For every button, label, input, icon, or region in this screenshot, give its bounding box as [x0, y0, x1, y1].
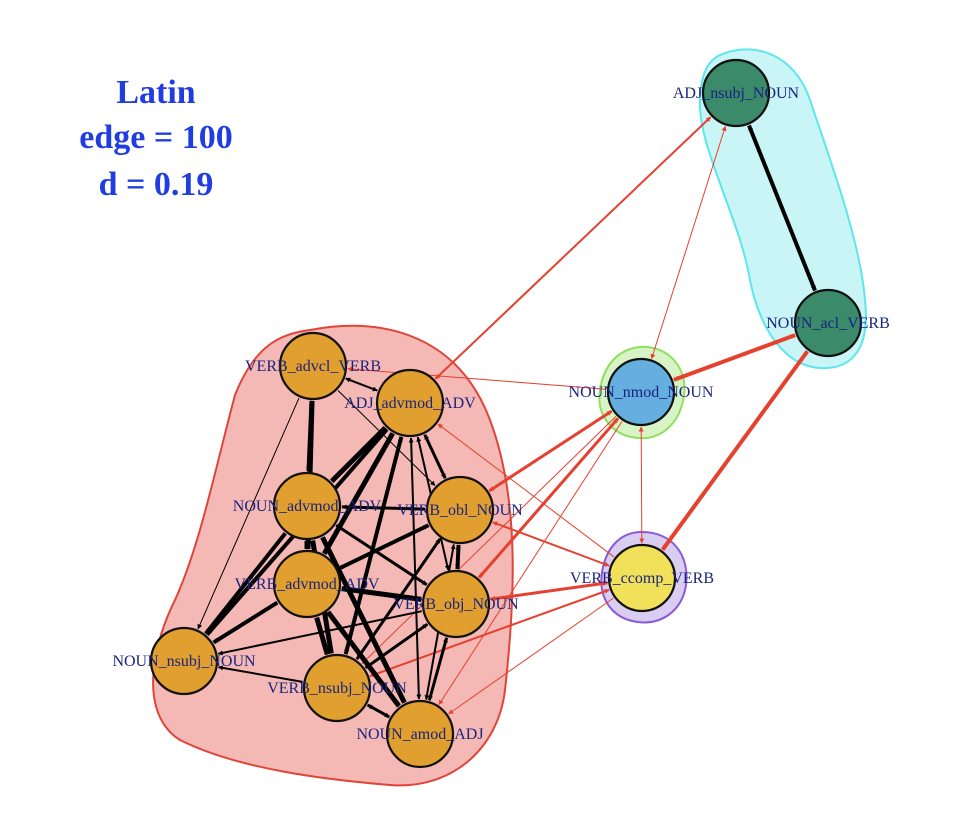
edge-verb_ccomp_verb-noun_amod_adj	[448, 597, 614, 715]
node-label-adj_nsubj_noun: ADJ_nsubj_NOUN	[673, 85, 800, 102]
node-verb_advmod_adv	[272, 549, 342, 619]
edge-adj_nsubj_noun-noun_nmod_noun	[650, 125, 727, 360]
title-line-1: Latin	[116, 74, 195, 111]
node-verb_obl_noun	[425, 475, 495, 545]
edge-noun_nmod_noun-verb_obl_noun	[488, 409, 613, 493]
edge-verb_ccomp_verb-adj_advmod_adv	[437, 423, 615, 558]
edge-verb_advmod_adv-noun_nsubj_noun	[212, 600, 279, 645]
node-label-noun_nmod_noun: NOUN_nmod_NOUN	[569, 384, 714, 401]
edge-noun_advmod_adv-noun_nsubj_noun	[204, 532, 287, 635]
node-noun_acl_verb	[793, 288, 863, 358]
edge-noun_acl_verb-noun_nmod_noun	[673, 333, 796, 382]
edge-noun_nmod_noun-verb_ccomp_verb	[638, 426, 645, 544]
edge-verb_obj_noun-noun_nsubj_noun	[217, 610, 422, 656]
edge-verb_ccomp_verb-verb_obl_noun	[492, 521, 610, 567]
edge-verb_advcl_verb-noun_nsubj_noun	[197, 397, 300, 630]
node-label-noun_nsubj_noun: NOUN_nsubj_NOUN	[112, 653, 256, 670]
node-verb_obj_noun	[421, 569, 491, 639]
node-label-verb_advmod_adv: VERB_advmod_ADV	[235, 576, 380, 593]
node-label-verb_obj_noun: VERB_obj_NOUN	[393, 596, 519, 613]
node-label-verb_advcl_verb: VERB_advcl_VERB	[245, 358, 381, 375]
node-label-noun_advmod_adv: NOUN_advmod_ADV	[233, 498, 382, 515]
node-label-verb_ccomp_verb: VERB_ccomp_VERB	[570, 570, 714, 587]
node-adj_nsubj_noun	[701, 58, 771, 128]
node-noun_nsubj_noun	[149, 626, 219, 696]
node-noun_advmod_adv	[272, 471, 342, 541]
title-line-3: d = 0.19	[99, 166, 214, 203]
edge-verb_obj_noun-verb_nsubj_noun	[364, 622, 429, 670]
edge-verb_nsubj_noun-noun_amod_adj	[366, 703, 391, 719]
node-label-verb_nsubj_noun: VERB_nsubj_NOUN	[267, 680, 407, 697]
node-noun_amod_adj	[385, 699, 455, 769]
node-adj_advmod_adv	[375, 368, 445, 438]
edge-adj_nsubj_noun-noun_acl_verb	[747, 124, 817, 292]
title-line-2: edge = 100	[79, 119, 232, 156]
edge-noun_acl_verb-verb_ccomp_verb	[661, 350, 809, 551]
node-verb_nsubj_noun	[302, 653, 372, 723]
edge-verb_advmod_adv-verb_obj_noun	[341, 586, 422, 602]
diagram-title: Latin edge = 100 d = 0.19	[79, 74, 232, 203]
edge-verb_nsubj_noun-noun_nsubj_noun	[217, 665, 303, 683]
node-label-noun_amod_adj: NOUN_amod_ADJ	[356, 726, 483, 743]
node-label-verb_obl_noun: VERB_obl_NOUN	[397, 502, 523, 519]
node-verb_ccomp_verb	[607, 543, 677, 613]
edge-verb_advcl_verb-adj_advmod_adv	[345, 377, 378, 392]
node-verb_advcl_verb	[278, 331, 348, 401]
node-noun_nmod_noun	[606, 357, 676, 427]
edge-noun_nmod_noun-verb_advcl_verb	[347, 366, 607, 390]
labels-layer: VERB_advcl_VERB ADJ_advmod_ADV NOUN_advmod…	[112, 85, 889, 743]
edge-adj_nsubj_noun-adj_advmod_adv	[434, 116, 712, 380]
edge-noun_advmod_adv-verb_obl_noun	[341, 504, 426, 512]
edge-verb_obl_noun-verb_obj_noun	[455, 544, 461, 570]
node-label-adj_advmod_adv: ADJ_advmod_ADV	[344, 395, 476, 412]
edge-verb_advmod_adv-verb_nsubj_noun	[314, 616, 330, 656]
node-label-noun_acl_verb: NOUN_acl_VERB	[766, 315, 890, 332]
nodes-layer	[149, 58, 863, 769]
edge-verb_obj_noun-noun_amod_adj	[427, 637, 449, 701]
